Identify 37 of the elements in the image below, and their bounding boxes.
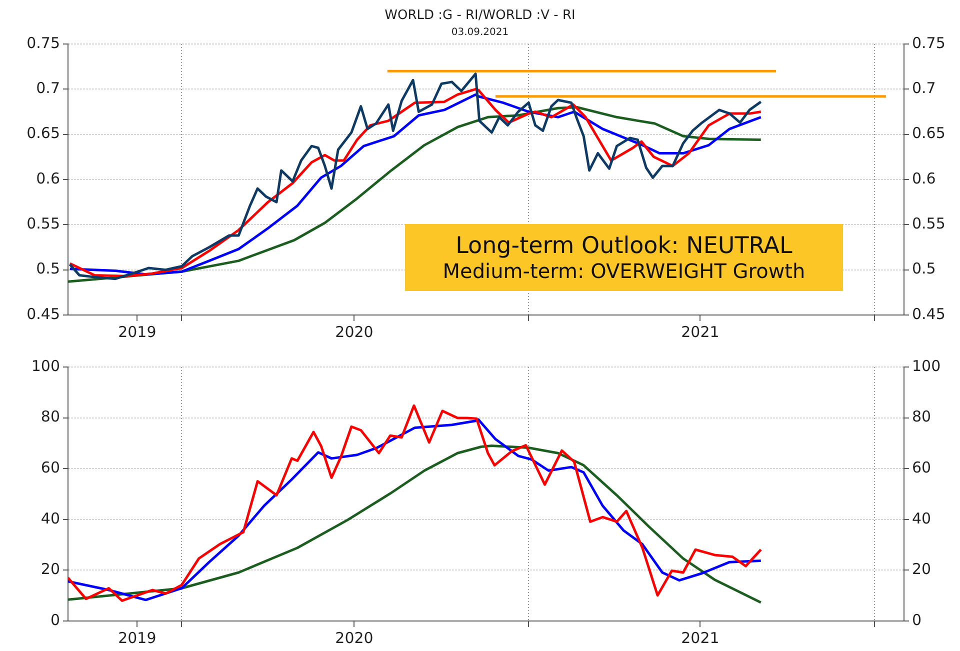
x-tick-label: 2019 xyxy=(118,628,156,647)
y-tick-label: 0.5 xyxy=(36,260,60,278)
y2-tick-label: 60 xyxy=(912,458,932,476)
x-tick-label: 2021 xyxy=(681,322,720,341)
y2-tick-label: 0.75 xyxy=(912,34,946,52)
y-tick-label: 0.6 xyxy=(36,169,60,188)
y-tick-label: 60 xyxy=(40,458,60,476)
y-tick-label: 0.65 xyxy=(26,124,60,142)
y-tick-label: 100 xyxy=(31,356,60,375)
y-tick-label: 0.7 xyxy=(36,79,60,98)
y-tick-label: 0.45 xyxy=(26,304,60,323)
y-tick-label: 40 xyxy=(40,509,60,528)
y2-tick-label: 40 xyxy=(912,509,932,528)
y-tick-label: 0 xyxy=(50,610,60,629)
y2-tick-label: 0.65 xyxy=(912,124,946,142)
chart-subtitle: 03.09.2021 xyxy=(451,27,509,38)
y-tick-label: 20 xyxy=(40,560,60,578)
x-tick-label: 2020 xyxy=(335,322,374,341)
y-tick-label: 80 xyxy=(40,408,60,426)
y-tick-label: 0.75 xyxy=(26,34,60,52)
y2-tick-label: 0.55 xyxy=(912,214,946,233)
y2-tick-label: 0.7 xyxy=(912,79,936,98)
y2-tick-label: 20 xyxy=(912,560,932,578)
chart-title: WORLD :G - RI/WORLD :V - RI xyxy=(384,8,576,23)
y2-tick-label: 0 xyxy=(912,610,922,629)
y2-tick-label: 100 xyxy=(912,356,941,375)
x-tick-label: 2019 xyxy=(118,322,156,341)
x-tick-label: 2020 xyxy=(335,628,374,647)
x-tick-label: 2021 xyxy=(681,628,720,647)
annotation: Medium-term: OVERWEIGHT Growth xyxy=(442,258,806,282)
callout-box: Long-term Outlook: NEUTRAL Medium-term: OVERWEIGHT Growth xyxy=(405,224,843,291)
y-tick-label: 0.55 xyxy=(26,214,60,233)
y2-tick-label: 80 xyxy=(912,408,932,426)
y2-tick-label: 0.6 xyxy=(912,169,936,188)
y2-tick-label: 0.45 xyxy=(912,304,946,323)
annotation: Long-term Outlook: NEUTRAL xyxy=(456,232,792,258)
y2-tick-label: 0.5 xyxy=(912,260,936,278)
